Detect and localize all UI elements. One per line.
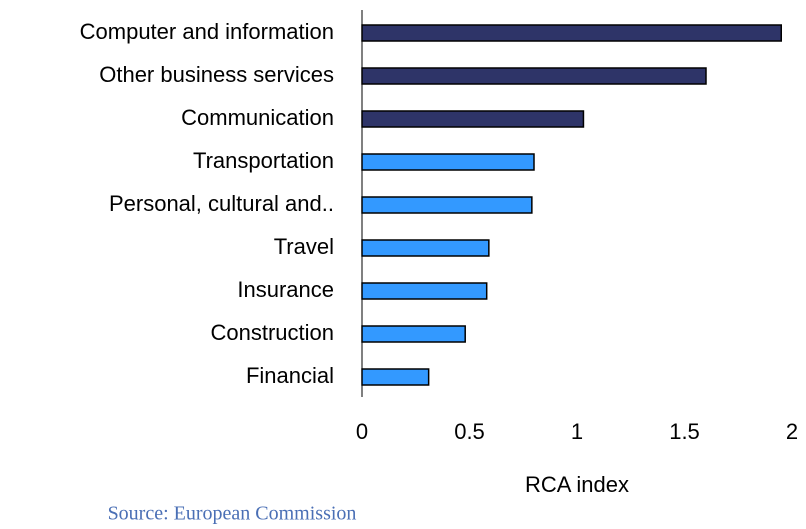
x-tick-label: 1 [571, 419, 583, 444]
y-tick-label: Personal, cultural and.. [109, 191, 334, 216]
bar [361, 24, 782, 42]
y-tick-label: Travel [274, 234, 334, 259]
bar [361, 153, 535, 171]
x-tick-label: 2 [786, 419, 798, 444]
y-tick-label: Computer and information [80, 19, 334, 44]
y-tick-label: Communication [181, 105, 334, 130]
bar [361, 282, 488, 300]
bar [361, 110, 585, 128]
x-tick-label: 1.5 [669, 419, 700, 444]
y-tick-label: Insurance [237, 277, 334, 302]
x-tick-label: 0.5 [454, 419, 485, 444]
bar [361, 368, 430, 386]
source: Source: European Commission [108, 503, 357, 525]
bar [361, 196, 533, 214]
y-tick-label: Transportation [193, 148, 334, 173]
x-axis-label: RCA index [525, 472, 629, 497]
y-tick-label: Financial [246, 363, 334, 388]
y-tick-label: Other business services [99, 62, 334, 87]
bar [361, 239, 490, 257]
y-tick-label: Construction [210, 320, 334, 345]
bar [361, 325, 466, 343]
bar [361, 67, 707, 85]
x-tick-label: 0 [356, 419, 368, 444]
